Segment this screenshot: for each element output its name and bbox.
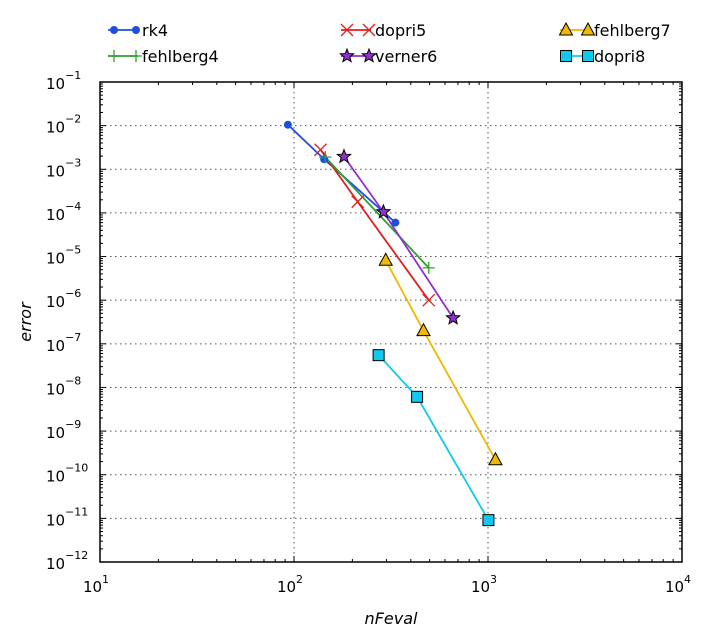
y-tick-label: 10−5 [46,244,81,268]
y-axis-title: error [16,301,35,342]
data-point-verner6 [375,203,392,219]
legend-item-fehlberg7: fehlberg7 [558,21,671,40]
series-line-fehlberg4 [324,156,430,269]
x-tick-exponent: 1 [102,573,109,586]
data-point-dopri5 [314,143,327,157]
legend-marker [130,50,142,62]
data-point-fehlberg4 [422,261,435,274]
legend-item-fehlberg4: fehlberg4 [108,47,219,66]
series-line-dopri5 [319,149,430,301]
series-line-fehlberg7 [384,259,497,461]
y-tick-exponent: −8 [65,374,81,387]
legend-marker [110,26,118,34]
data-point-verner6 [445,309,462,325]
data-point-rk4 [283,120,292,129]
legend-item-verner6: verner6 [339,47,437,66]
grid [100,82,682,562]
data-point-fehlberg4 [319,151,332,164]
y-tick-exponent: −4 [65,200,81,213]
data-point-fehlberg7 [378,252,394,266]
data-point-verner6 [336,148,352,164]
y-tick-label: 10−1 [46,69,81,93]
y-tick-exponent: −5 [65,244,81,257]
series-line-dopri8 [377,354,490,521]
data-point-fehlberg7 [488,451,503,466]
x-tick-exponent: 2 [296,573,303,586]
legend-label: verner6 [375,47,437,66]
legend-marker [362,23,376,37]
legend-item-dopri8: dopri8 [560,47,645,66]
legend-marker [580,21,596,36]
y-tick-label: 10−7 [46,331,81,355]
y-tick-exponent: −9 [65,418,81,431]
x-tick-label: 103 [471,573,497,596]
legend-marker [560,50,572,62]
series-markers [283,120,503,527]
legend-label: rk4 [142,21,168,40]
legend-label: dopri5 [375,21,426,40]
y-tick-exponent: −1 [65,69,81,82]
y-tick-label: 10−12 [46,549,88,573]
plot-frame [99,81,683,563]
y-tick-exponent: −7 [65,331,81,344]
legend-marker [582,50,594,62]
legend-label: fehlberg4 [142,47,219,66]
y-tick-exponent: −10 [65,462,88,475]
y-tick-exponent: −2 [65,113,81,126]
legend-marker [340,23,354,37]
legend-marker [558,21,574,36]
legend-marker [132,26,140,34]
x-tick-exponent: 4 [684,573,691,586]
y-tick-label: 10−10 [46,462,88,486]
ticks: 101 102 103 10410−1210−1110−1010−910−810−71… [46,69,691,596]
legend: rk4 dopri5 fehlberg7 fehlberg4 verner6 dopri8 [108,21,671,66]
x-tick-label: 101 [83,573,109,596]
y-tick-label: 10−6 [46,287,81,311]
y-tick-exponent: −12 [65,549,88,562]
x-tick-label: 102 [277,573,303,596]
y-tick-label: 10−11 [46,505,88,529]
x-tick-label: 104 [665,573,691,596]
y-tick-label: 10−4 [46,200,81,224]
y-tick-label: 10−2 [46,113,81,137]
y-tick-label: 10−3 [46,156,81,180]
data-point-dopri8 [411,390,424,403]
legend-label: dopri8 [594,47,645,66]
data-point-dopri5 [351,195,365,209]
plot-area-border [99,81,683,563]
y-tick-exponent: −3 [65,156,81,169]
legend-marker [339,47,355,63]
series-lines [287,124,497,521]
y-tick-label: 10−9 [46,418,81,442]
legend-marker [361,47,377,63]
x-axis-title: nFeval [365,609,418,628]
legend-label: fehlberg7 [594,21,671,40]
legend-item-dopri5: dopri5 [340,21,426,40]
series-line-verner6 [343,156,454,319]
data-point-fehlberg7 [416,322,431,337]
data-point-dopri8 [482,514,495,527]
y-tick-label: 10−8 [46,374,81,398]
data-point-rk4 [391,218,400,227]
data-point-dopri8 [372,349,385,362]
data-point-dopri5 [422,293,436,307]
x-tick-exponent: 3 [490,573,497,586]
legend-marker [108,50,120,62]
y-tick-exponent: −11 [65,505,88,518]
y-tick-exponent: −6 [65,287,81,300]
legend-item-rk4: rk4 [108,21,168,40]
